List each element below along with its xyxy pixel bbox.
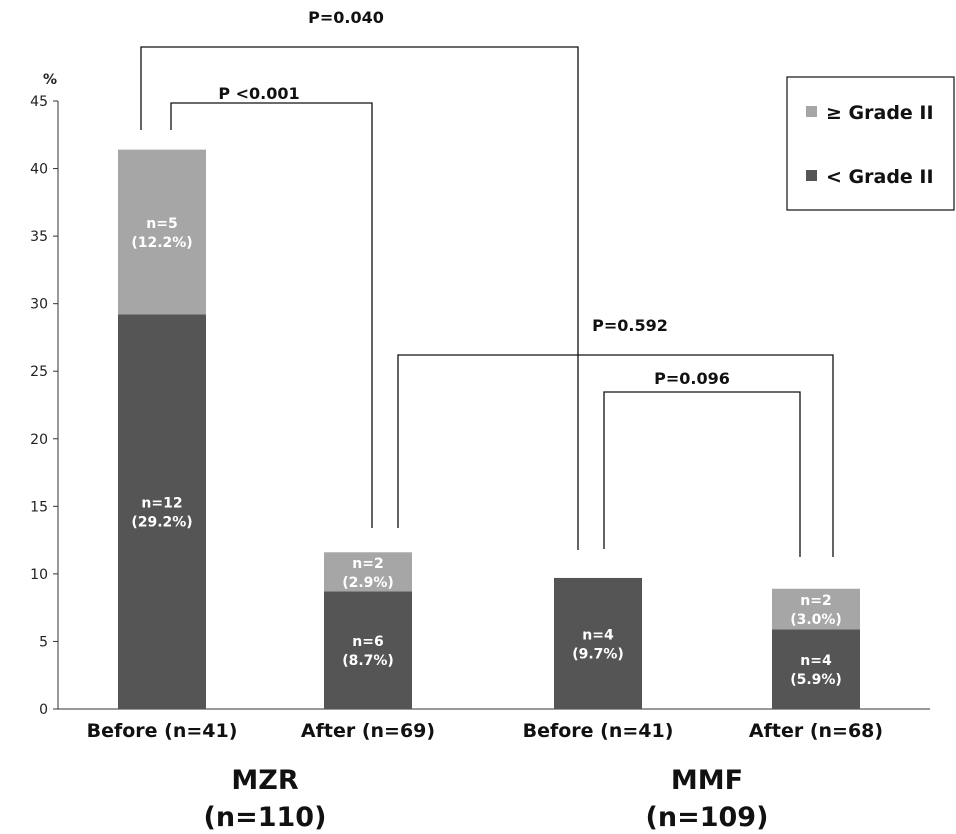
significance-brackets: P=0.040 P <0.001 P=0.592 P=0.096 bbox=[140, 8, 834, 557]
p-value-label: P=0.096 bbox=[654, 369, 730, 388]
group-label: MMF bbox=[671, 765, 743, 796]
x-axis-labels: Before (n=41) After (n=69) Before (n=41) Af… bbox=[87, 720, 884, 833]
legend-box bbox=[786, 76, 955, 211]
bar-grade-ii-or-higher bbox=[324, 552, 412, 592]
bar-percent-label: (5.9%) bbox=[790, 672, 842, 688]
x-category-label: After (n=68) bbox=[749, 720, 883, 742]
x-category-label: After (n=69) bbox=[301, 720, 435, 742]
y-tick-label: 15 bbox=[30, 499, 48, 515]
bar-count-label: n=4 bbox=[582, 627, 614, 643]
bar-grade-ii-or-higher bbox=[772, 588, 860, 630]
bar-count-label: n=2 bbox=[800, 593, 831, 609]
bar-count-label: n=5 bbox=[146, 216, 177, 232]
y-tick-label: 5 bbox=[39, 634, 48, 650]
bar-below-grade-ii bbox=[118, 314, 206, 709]
legend-swatch-below-grade-ii bbox=[806, 170, 817, 181]
y-tick-label: 0 bbox=[39, 702, 48, 718]
y-tick-label: 30 bbox=[30, 297, 48, 313]
bar-below-grade-ii bbox=[554, 577, 642, 709]
bar-percent-label: (9.7%) bbox=[572, 646, 624, 662]
p-value-label: P=0.040 bbox=[308, 8, 384, 27]
group-n-label: (n=110) bbox=[204, 802, 327, 833]
y-tick-label: 10 bbox=[30, 567, 48, 583]
bar-percent-label: (8.7%) bbox=[342, 653, 394, 669]
bar-percent-label: (12.2%) bbox=[131, 235, 192, 251]
bar-count-label: n=6 bbox=[352, 634, 383, 650]
bar-below-grade-ii bbox=[772, 629, 860, 709]
x-category-label: Before (n=41) bbox=[87, 720, 238, 742]
bar-percent-label: (29.2%) bbox=[131, 515, 192, 531]
y-tick-label: 20 bbox=[30, 432, 48, 448]
y-tick-label: 35 bbox=[30, 229, 48, 245]
bar-count-label: n=12 bbox=[141, 496, 182, 512]
significance-bracket bbox=[603, 391, 801, 557]
legend: ≥ Grade II < Grade II bbox=[786, 76, 955, 211]
legend-swatch-grade-ii-or-higher bbox=[806, 106, 817, 117]
y-tick-label: 45 bbox=[30, 94, 48, 110]
significance-bracket bbox=[140, 46, 579, 550]
significance-bracket bbox=[170, 102, 373, 528]
bar-percent-label: (3.0%) bbox=[790, 612, 842, 628]
group-label: MZR bbox=[231, 765, 298, 796]
significance-bracket bbox=[397, 354, 834, 557]
y-axis-label: % bbox=[43, 72, 57, 88]
legend-label-grade-ii-or-higher: ≥ Grade II bbox=[826, 102, 934, 124]
bar-grade-ii-or-higher bbox=[118, 149, 206, 315]
bar-below-grade-ii bbox=[324, 591, 412, 709]
bar-percent-label: (2.9%) bbox=[342, 575, 394, 591]
p-value-label: P=0.592 bbox=[592, 316, 668, 335]
x-category-label: Before (n=41) bbox=[523, 720, 674, 742]
bars: n=12 (29.2%) n=6 (8.7%) n=4 (9.7%) n=4 (5.9%) n=… bbox=[118, 149, 860, 709]
y-tick-label: 25 bbox=[30, 364, 48, 380]
y-tick-label: 40 bbox=[30, 162, 48, 178]
group-n-label: (n=109) bbox=[646, 802, 769, 833]
p-value-label: P <0.001 bbox=[218, 84, 299, 103]
bar-count-label: n=2 bbox=[352, 556, 383, 572]
bar-count-label: n=4 bbox=[800, 653, 832, 669]
legend-label-below-grade-ii: < Grade II bbox=[826, 166, 934, 188]
